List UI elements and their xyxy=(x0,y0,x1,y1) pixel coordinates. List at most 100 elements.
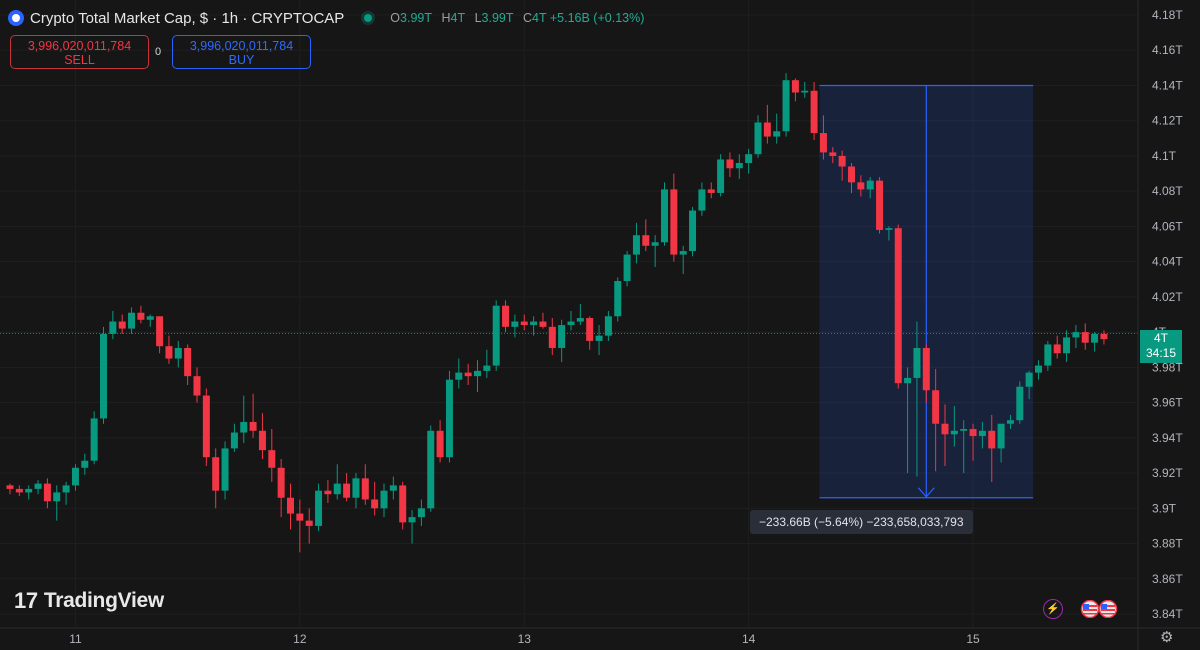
candle xyxy=(632,235,640,255)
bolt-icon[interactable]: ⚡ xyxy=(1043,599,1063,619)
candle xyxy=(904,377,912,384)
bar-countdown: 34:15 xyxy=(1145,346,1177,360)
candle xyxy=(268,450,276,468)
y-tick-label: 4.12T xyxy=(1152,114,1183,128)
candle xyxy=(389,485,397,491)
candle xyxy=(445,379,453,458)
candle xyxy=(118,321,126,329)
candle xyxy=(810,90,818,134)
candle xyxy=(857,182,865,190)
candle xyxy=(819,133,827,153)
candle xyxy=(950,430,958,435)
candle xyxy=(567,321,575,326)
y-tick-label: 4.14T xyxy=(1152,78,1183,92)
ohlc-high: 4T xyxy=(450,11,466,25)
candle xyxy=(34,483,42,489)
x-tick-label: 11 xyxy=(69,632,82,646)
candle xyxy=(492,305,500,366)
y-tick-label: 4.1T xyxy=(1152,149,1177,163)
candle xyxy=(651,242,659,246)
candle xyxy=(128,312,136,329)
symbol-logo-icon xyxy=(8,10,24,26)
candle xyxy=(408,517,416,523)
candle xyxy=(576,318,584,322)
candle xyxy=(361,478,369,500)
market-status-icon xyxy=(364,14,373,22)
sell-price: 3,996,020,011,784 xyxy=(27,39,132,53)
candle xyxy=(352,478,360,498)
candle xyxy=(773,131,781,137)
candle xyxy=(586,318,594,341)
y-tick-label: 3.96T xyxy=(1152,396,1183,410)
sell-button[interactable]: 3,996,020,011,784 SELL xyxy=(10,35,149,69)
candle xyxy=(71,467,79,486)
y-tick-label: 4.02T xyxy=(1152,290,1183,304)
sell-label: SELL xyxy=(64,53,95,67)
candle xyxy=(174,347,182,359)
ohlc-low-key: L xyxy=(474,11,482,25)
candle xyxy=(249,421,257,431)
candle xyxy=(212,457,220,491)
candle xyxy=(988,430,996,449)
candle xyxy=(604,316,612,336)
candle xyxy=(1063,337,1071,354)
candle xyxy=(530,321,538,326)
x-tick-label: 14 xyxy=(742,632,756,646)
measure-label: −233.66B (−5.64%) −233,658,033,793 xyxy=(750,510,973,534)
y-tick-label: 3.84T xyxy=(1152,607,1183,621)
y-tick-label: 3.94T xyxy=(1152,431,1183,445)
buy-price: 3,996,020,011,784 xyxy=(189,39,294,53)
candle xyxy=(969,429,977,437)
y-tick-label: 3.92T xyxy=(1152,466,1183,480)
ohlc-open: 3.99T xyxy=(400,11,432,25)
y-tick-label: 4.16T xyxy=(1152,43,1183,57)
candle xyxy=(221,448,229,491)
candle xyxy=(829,152,837,156)
candle xyxy=(717,159,725,193)
candle xyxy=(324,490,332,495)
candle xyxy=(156,316,164,347)
buy-label: BUY xyxy=(228,53,255,67)
candle xyxy=(763,122,771,137)
candle xyxy=(1006,420,1014,424)
current-price-tag: 4T 34:15 xyxy=(1140,330,1182,363)
candle xyxy=(427,430,435,509)
candle xyxy=(614,281,622,317)
buy-button[interactable]: 3,996,020,011,784 BUY xyxy=(172,35,311,69)
candle xyxy=(791,80,799,93)
ohlc-low: 3.99T xyxy=(481,11,514,25)
candle xyxy=(932,390,940,424)
candle xyxy=(464,372,472,377)
candle xyxy=(287,497,294,514)
candle xyxy=(277,467,285,498)
candle xyxy=(1035,365,1042,373)
candle xyxy=(305,520,313,526)
candle xyxy=(548,326,556,348)
gear-icon[interactable]: ⚙ xyxy=(1160,629,1174,646)
y-tick-label: 3.98T xyxy=(1152,360,1183,374)
y-tick-label: 3.86T xyxy=(1152,572,1183,586)
candle xyxy=(707,189,715,193)
candle xyxy=(997,423,1005,449)
candle xyxy=(202,395,210,458)
us-flag-icon[interactable] xyxy=(1078,599,1120,619)
symbol-title[interactable]: Crypto Total Market Cap, $ · 1h · CRYPTO… xyxy=(30,9,345,27)
candle xyxy=(735,162,743,169)
candle xyxy=(1100,333,1108,340)
candle xyxy=(689,210,697,252)
candle xyxy=(838,155,846,167)
candle xyxy=(81,460,89,468)
candle xyxy=(109,321,117,334)
tradingview-logo[interactable]: 17 TradingView xyxy=(14,588,164,614)
candle xyxy=(885,228,893,230)
candle xyxy=(623,254,631,282)
candle xyxy=(43,483,51,502)
candle xyxy=(782,80,790,132)
candle xyxy=(100,333,107,419)
candle xyxy=(193,376,201,396)
candle xyxy=(25,488,33,493)
candle xyxy=(315,490,323,526)
candle xyxy=(399,485,407,523)
candle xyxy=(1072,332,1080,338)
